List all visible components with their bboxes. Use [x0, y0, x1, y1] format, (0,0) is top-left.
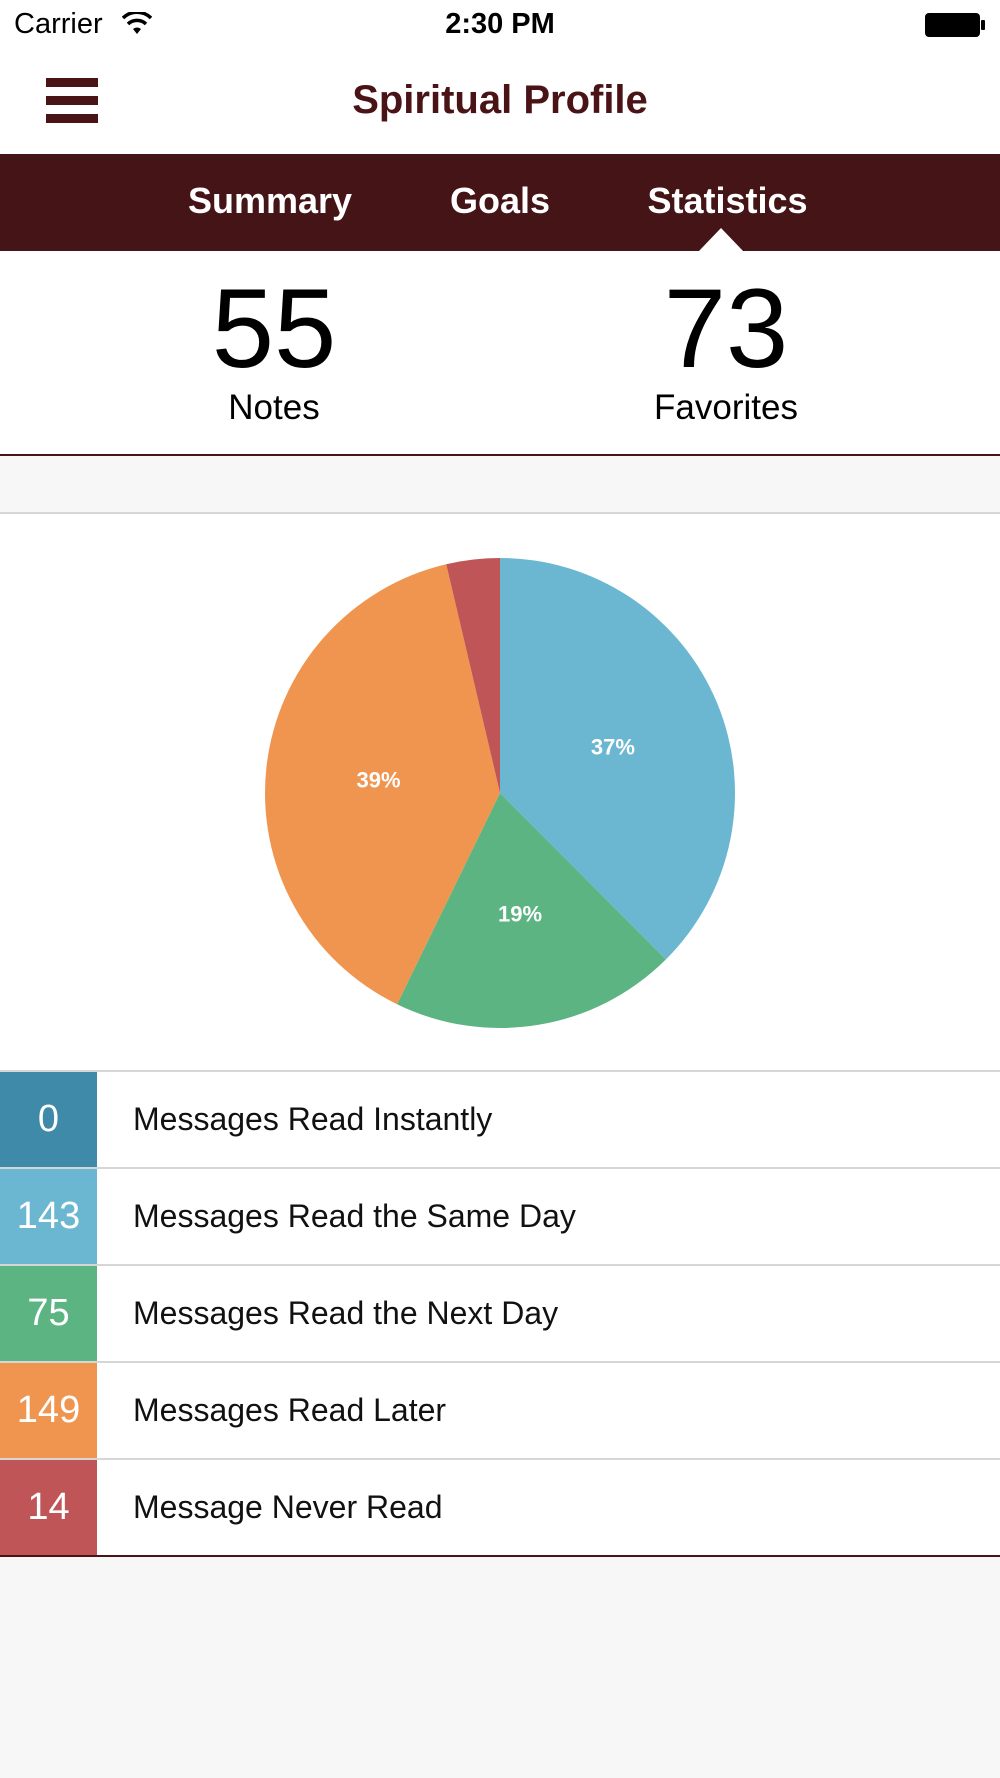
- legend-row-read-next-day[interactable]: 75 Messages Read the Next Day: [0, 1266, 1000, 1363]
- notes-stat[interactable]: 55 Notes: [124, 271, 424, 430]
- stats-summary: 55 Notes 73 Favorites: [0, 251, 1000, 456]
- legend-label: Messages Read the Same Day: [133, 1198, 576, 1234]
- favorites-count: 73: [663, 266, 789, 391]
- notes-label: Notes: [228, 388, 320, 427]
- pie-chart-section: 37% 19% 39%: [0, 514, 1000, 1070]
- legend-count: 143: [0, 1169, 97, 1264]
- active-tab-indicator: [698, 228, 744, 252]
- section-spacer: [0, 456, 1000, 514]
- pie-slice-label-3: 39%: [357, 767, 401, 792]
- chart-legend: 0 Messages Read Instantly 143 Messages R…: [0, 1070, 1000, 1557]
- pie-slice-label-2: 19%: [498, 902, 542, 927]
- status-bar: Carrier 2:30 PM: [0, 0, 1000, 50]
- legend-label: Messages Read Instantly: [133, 1101, 493, 1137]
- legend-count: 0: [0, 1072, 97, 1167]
- tab-bar: Summary Goals Statistics: [0, 154, 1000, 251]
- legend-row-never-read[interactable]: 14 Message Never Read: [0, 1460, 1000, 1555]
- legend-row-read-same-day[interactable]: 143 Messages Read the Same Day: [0, 1169, 1000, 1266]
- favorites-label: Favorites: [654, 388, 798, 427]
- pie-slice-3: [265, 564, 500, 1005]
- legend-row-read-later[interactable]: 149 Messages Read Later: [0, 1363, 1000, 1460]
- wifi-icon: [122, 12, 152, 34]
- legend-count: 149: [0, 1363, 97, 1458]
- legend-count: 14: [0, 1460, 97, 1555]
- tab-statistics[interactable]: Statistics: [647, 180, 808, 221]
- legend-label: Message Never Read: [133, 1489, 443, 1525]
- notes-count: 55: [211, 266, 337, 391]
- pie-slice-label-1: 37%: [591, 734, 635, 759]
- page-title: Spiritual Profile: [352, 78, 648, 122]
- hamburger-menu-icon[interactable]: [46, 78, 98, 126]
- favorites-stat[interactable]: 73 Favorites: [576, 271, 876, 430]
- carrier-label: Carrier: [14, 8, 103, 40]
- tab-summary[interactable]: Summary: [187, 180, 353, 221]
- navigation-bar: Spiritual Profile: [0, 50, 1000, 154]
- pie-slice-2: [397, 793, 666, 1028]
- legend-count: 75: [0, 1266, 97, 1361]
- pie-slice-1: [500, 558, 736, 960]
- pie-slice-4: [446, 558, 500, 793]
- status-time: 2:30 PM: [445, 8, 555, 40]
- pie-chart: 37% 19% 39%: [265, 558, 736, 1028]
- battery-icon: [925, 13, 985, 37]
- legend-row-read-instantly[interactable]: 0 Messages Read Instantly: [0, 1072, 1000, 1169]
- legend-label: Messages Read Later: [133, 1392, 447, 1428]
- legend-label: Messages Read the Next Day: [133, 1295, 559, 1331]
- tab-goals[interactable]: Goals: [449, 180, 551, 221]
